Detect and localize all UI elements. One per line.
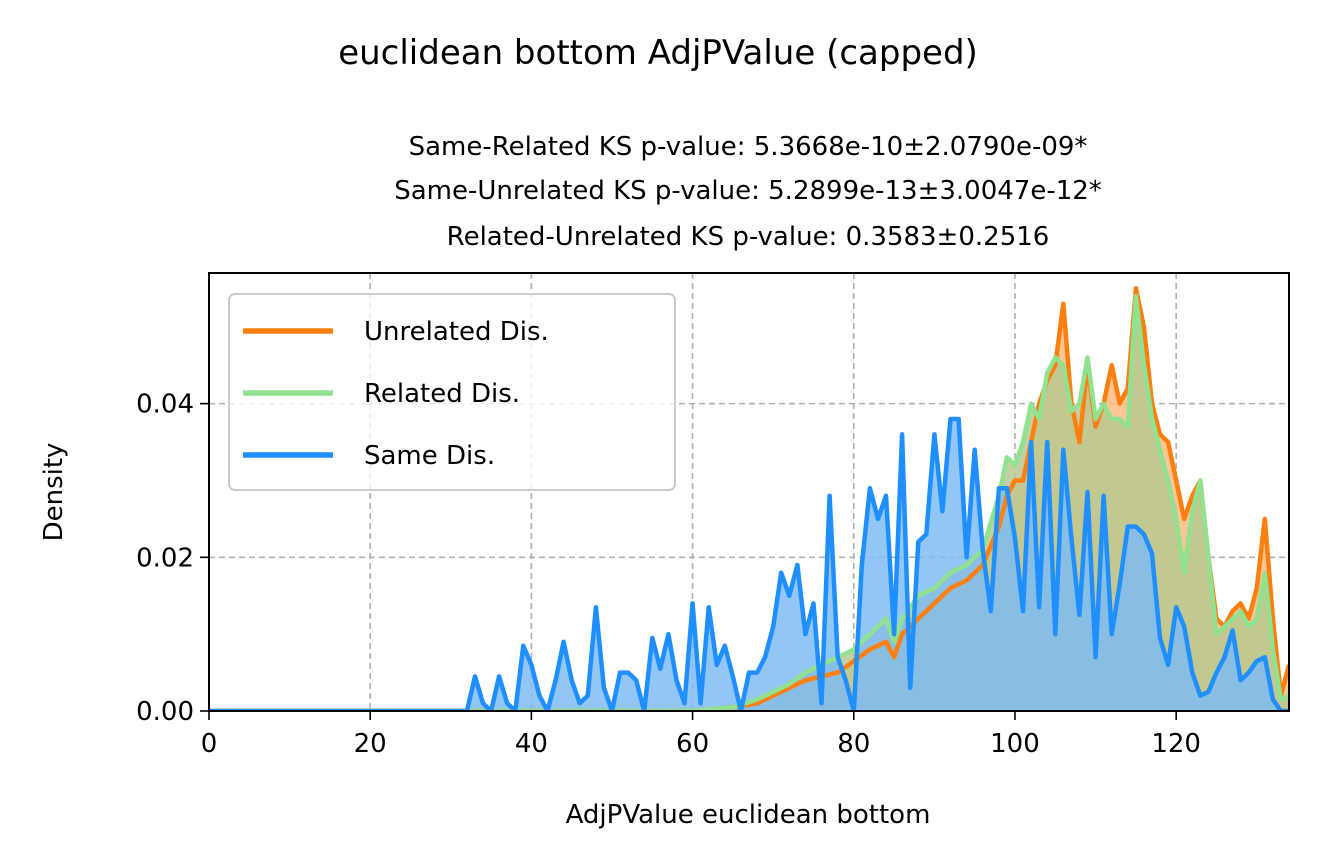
x-axis-label: AdjPValue euclidean bottom [566,800,931,830]
density-lines [209,286,1289,711]
x-tick-label: 20 [354,729,387,759]
x-tick-label: 40 [515,729,548,759]
chart-subtitle-line-3: Related-Unrelated KS p-value: 0.3583±0.2… [447,222,1050,252]
density-fills [209,288,1289,711]
chart-subtitle-line-2: Same-Unrelated KS p-value: 5.2899e-13±3.… [394,176,1102,206]
legend-label-2: Same Dis. [364,441,495,471]
legend-box [228,293,676,491]
x-tick-label: 80 [837,729,870,759]
x-tick-label: 100 [990,729,1040,759]
density-line-2 [209,416,1289,711]
legend: Unrelated Dis. Related Dis. Same Dis. [228,293,676,491]
y-axis-ticks: 0.00 0.02 0.04 [136,390,209,727]
chart-subtitle-line-1: Same-Related KS p-value: 5.3668e-10±2.07… [409,132,1088,162]
density-area-2 [209,419,1289,711]
legend-label-0: Unrelated Dis. [364,317,549,347]
x-tick-label: 60 [676,729,709,759]
chart-title: euclidean bottom AdjPValue (capped) [338,33,978,73]
x-tick-label: 120 [1151,729,1201,759]
y-tick-label: 0.00 [136,697,194,727]
y-tick-label: 0.04 [136,390,194,420]
y-axis-label: Density [39,443,69,542]
plot-frame [208,272,1290,712]
y-tick-label: 0.02 [136,543,194,573]
x-axis-ticks: 0 20 40 60 80 100 120 [201,711,1201,759]
legend-label-1: Related Dis. [364,379,520,409]
x-tick-label: 0 [201,729,218,759]
